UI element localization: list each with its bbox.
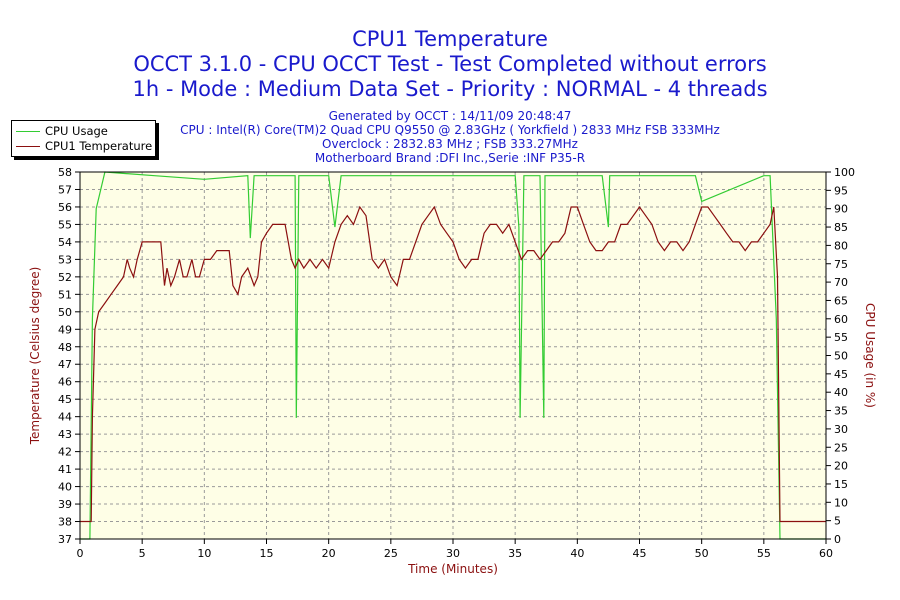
y-left-tick-label: 38 bbox=[58, 516, 72, 529]
y-left-tick-label: 57 bbox=[58, 183, 72, 196]
x-tick-label: 45 bbox=[633, 547, 647, 560]
x-tick-label: 15 bbox=[260, 547, 274, 560]
info-motherboard: Motherboard Brand :DFI Inc.,Serie :INF P… bbox=[314, 151, 586, 165]
x-tick-label: 0 bbox=[77, 547, 84, 560]
y-right-tick-label: 55 bbox=[834, 331, 848, 344]
y-left-tick-label: 52 bbox=[58, 271, 72, 284]
x-tick-label: 50 bbox=[695, 547, 709, 560]
y-left-tick-label: 51 bbox=[58, 288, 72, 301]
chart-title: CPU1 Temperature bbox=[352, 27, 548, 51]
x-axis-label: Time (Minutes) bbox=[407, 562, 498, 576]
y-left-tick-label: 53 bbox=[58, 253, 72, 266]
legend-item-usage: CPU Usage bbox=[16, 124, 108, 138]
y-left-tick-label: 41 bbox=[58, 463, 72, 476]
y-right-tick-label: 45 bbox=[834, 368, 848, 381]
y-right-tick-label: 0 bbox=[834, 533, 841, 546]
y-right-tick-label: 85 bbox=[834, 221, 848, 234]
y-left-tick-label: 43 bbox=[58, 428, 72, 441]
legend-swatch-temperature bbox=[16, 145, 40, 147]
x-tick-label: 30 bbox=[446, 547, 460, 560]
info-overclock: Overclock : 2832.83 MHz ; FSB 333.27MHz bbox=[322, 137, 578, 151]
y-right-tick-label: 80 bbox=[834, 239, 848, 252]
y-right-tick-label: 95 bbox=[834, 184, 848, 197]
chart-subtitle-test: OCCT 3.1.0 - CPU OCCT Test - Test Comple… bbox=[133, 52, 767, 76]
y-left-tick-label: 37 bbox=[58, 533, 72, 546]
y-right-tick-label: 75 bbox=[834, 258, 848, 271]
y-right-tick-label: 60 bbox=[834, 313, 848, 326]
y-left-axis-label: Temperature (Celsius degree) bbox=[28, 267, 42, 446]
y-left-tick-label: 40 bbox=[58, 481, 72, 494]
series-line-temperature bbox=[80, 205, 826, 523]
y-left-tick-label: 56 bbox=[58, 201, 72, 214]
legend-item-temperature: CPU1 Temperature bbox=[16, 139, 152, 153]
y-right-tick-label: 40 bbox=[834, 386, 848, 399]
y-left-tick-label: 48 bbox=[58, 341, 72, 354]
y-left-tick-label: 50 bbox=[58, 306, 72, 319]
y-left-tick-label: 39 bbox=[58, 498, 72, 511]
y-right-axis-label: CPU Usage (in %) bbox=[863, 303, 877, 408]
plot-border bbox=[79, 171, 827, 540]
y-right-tick-label: 90 bbox=[834, 203, 848, 216]
y-right-tick-label: 20 bbox=[834, 460, 848, 473]
legend-swatch-usage bbox=[16, 130, 40, 132]
chart-subtitle-mode: 1h - Mode : Medium Data Set - Priority :… bbox=[132, 77, 768, 101]
y-left-tick-label: 46 bbox=[58, 376, 72, 389]
y-right-tick-label: 65 bbox=[834, 294, 848, 307]
legend-label-usage: CPU Usage bbox=[45, 124, 108, 138]
y-right-tick-label: 10 bbox=[834, 496, 848, 509]
y-left-tick-label: 58 bbox=[58, 166, 72, 179]
x-tick-label: 60 bbox=[819, 547, 833, 560]
x-tick-label: 35 bbox=[508, 547, 522, 560]
x-tick-label: 20 bbox=[322, 547, 336, 560]
y-right-tick-label: 25 bbox=[834, 441, 848, 454]
y-right-tick-label: 70 bbox=[834, 276, 848, 289]
x-tick-label: 5 bbox=[139, 547, 146, 560]
y-left-tick-label: 44 bbox=[58, 411, 72, 424]
y-right-tick-label: 100 bbox=[834, 166, 855, 179]
x-tick-label: 55 bbox=[757, 547, 771, 560]
series-line-usage bbox=[80, 171, 826, 540]
y-right-tick-label: 15 bbox=[834, 478, 848, 491]
x-tick-label: 10 bbox=[197, 547, 211, 560]
x-tick-label: 40 bbox=[570, 547, 584, 560]
chart-legend: CPU Usage CPU1 Temperature bbox=[11, 120, 156, 157]
x-tick-label: 25 bbox=[384, 547, 398, 560]
y-left-tick-label: 42 bbox=[58, 446, 72, 459]
y-left-tick-label: 54 bbox=[58, 236, 72, 249]
y-left-tick-label: 55 bbox=[58, 218, 72, 231]
info-cpu: CPU : Intel(R) Core(TM)2 Quad CPU Q9550 … bbox=[180, 123, 720, 137]
y-left-tick-label: 47 bbox=[58, 358, 72, 371]
y-right-tick-label: 50 bbox=[834, 350, 848, 363]
info-generated: Generated by OCCT : 14/11/09 20:48:47 bbox=[328, 109, 572, 123]
y-left-tick-label: 49 bbox=[58, 323, 72, 336]
y-left-tick-label: 45 bbox=[58, 393, 72, 406]
y-right-tick-label: 5 bbox=[834, 515, 841, 528]
legend-label-temperature: CPU1 Temperature bbox=[45, 139, 153, 153]
y-right-tick-label: 35 bbox=[834, 405, 848, 418]
y-right-tick-label: 30 bbox=[834, 423, 848, 436]
